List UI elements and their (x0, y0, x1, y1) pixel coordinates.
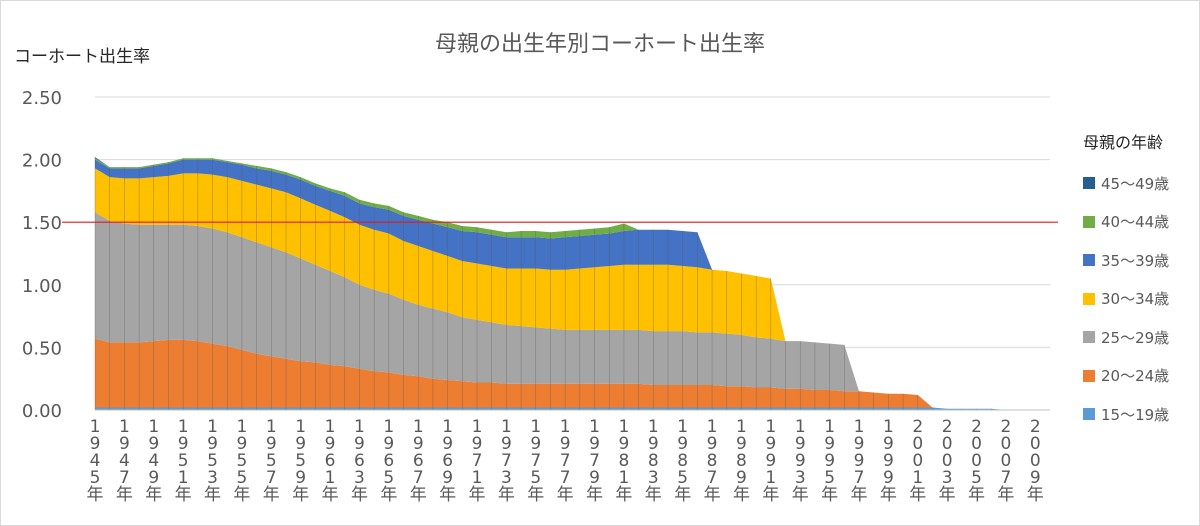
legend-swatch (1083, 215, 1095, 228)
legend-swatch (1083, 369, 1095, 382)
y-tick-label: 0.00 (22, 401, 62, 422)
legend-item: 25～29歳 (1083, 327, 1169, 347)
legend-item: 30～34歳 (1083, 289, 1169, 309)
y-tick-label: 0.50 (22, 338, 62, 359)
legend-item: 35～39歳 (1083, 250, 1169, 270)
legend-swatch (1083, 331, 1095, 343)
y-tick-label: 2.50 (22, 88, 62, 109)
legend-title: 母親の年齢 (1083, 133, 1164, 152)
legend-label: 40～44歳 (1101, 213, 1170, 231)
legend-swatch (1083, 254, 1095, 266)
area-series-1 (95, 338, 1050, 410)
legend-label: 35～39歳 (1101, 251, 1170, 270)
area-series-3 (95, 168, 1050, 410)
area-series-2 (95, 212, 1050, 410)
legend-item: 40～44歳 (1083, 212, 1169, 232)
chart-title: 母親の出生年別コーホート出生率 (434, 32, 765, 57)
legend-label: 30～34歳 (1101, 290, 1170, 308)
legend-item: 45～49歳 (1083, 173, 1169, 193)
legend-item: 20～24歳 (1083, 366, 1169, 386)
legend-swatch (1083, 177, 1095, 189)
y-tick-label: 2.00 (22, 151, 62, 172)
legend-label: 45～49歳 (1101, 174, 1170, 193)
legend-label: 25～29歳 (1101, 328, 1170, 347)
legend-swatch (1083, 292, 1095, 305)
legend-swatch (1083, 408, 1095, 420)
y-tick-label: 1.00 (22, 276, 62, 297)
legend-item: 15～19歳 (1083, 404, 1169, 424)
legend-label: 20～24歳 (1101, 367, 1170, 385)
y-tick-label: 1.50 (22, 213, 62, 234)
y-axis-label: コーホート出生率 (14, 47, 150, 67)
area-series-0 (95, 407, 1050, 410)
legend-label: 15～19歳 (1101, 405, 1170, 424)
